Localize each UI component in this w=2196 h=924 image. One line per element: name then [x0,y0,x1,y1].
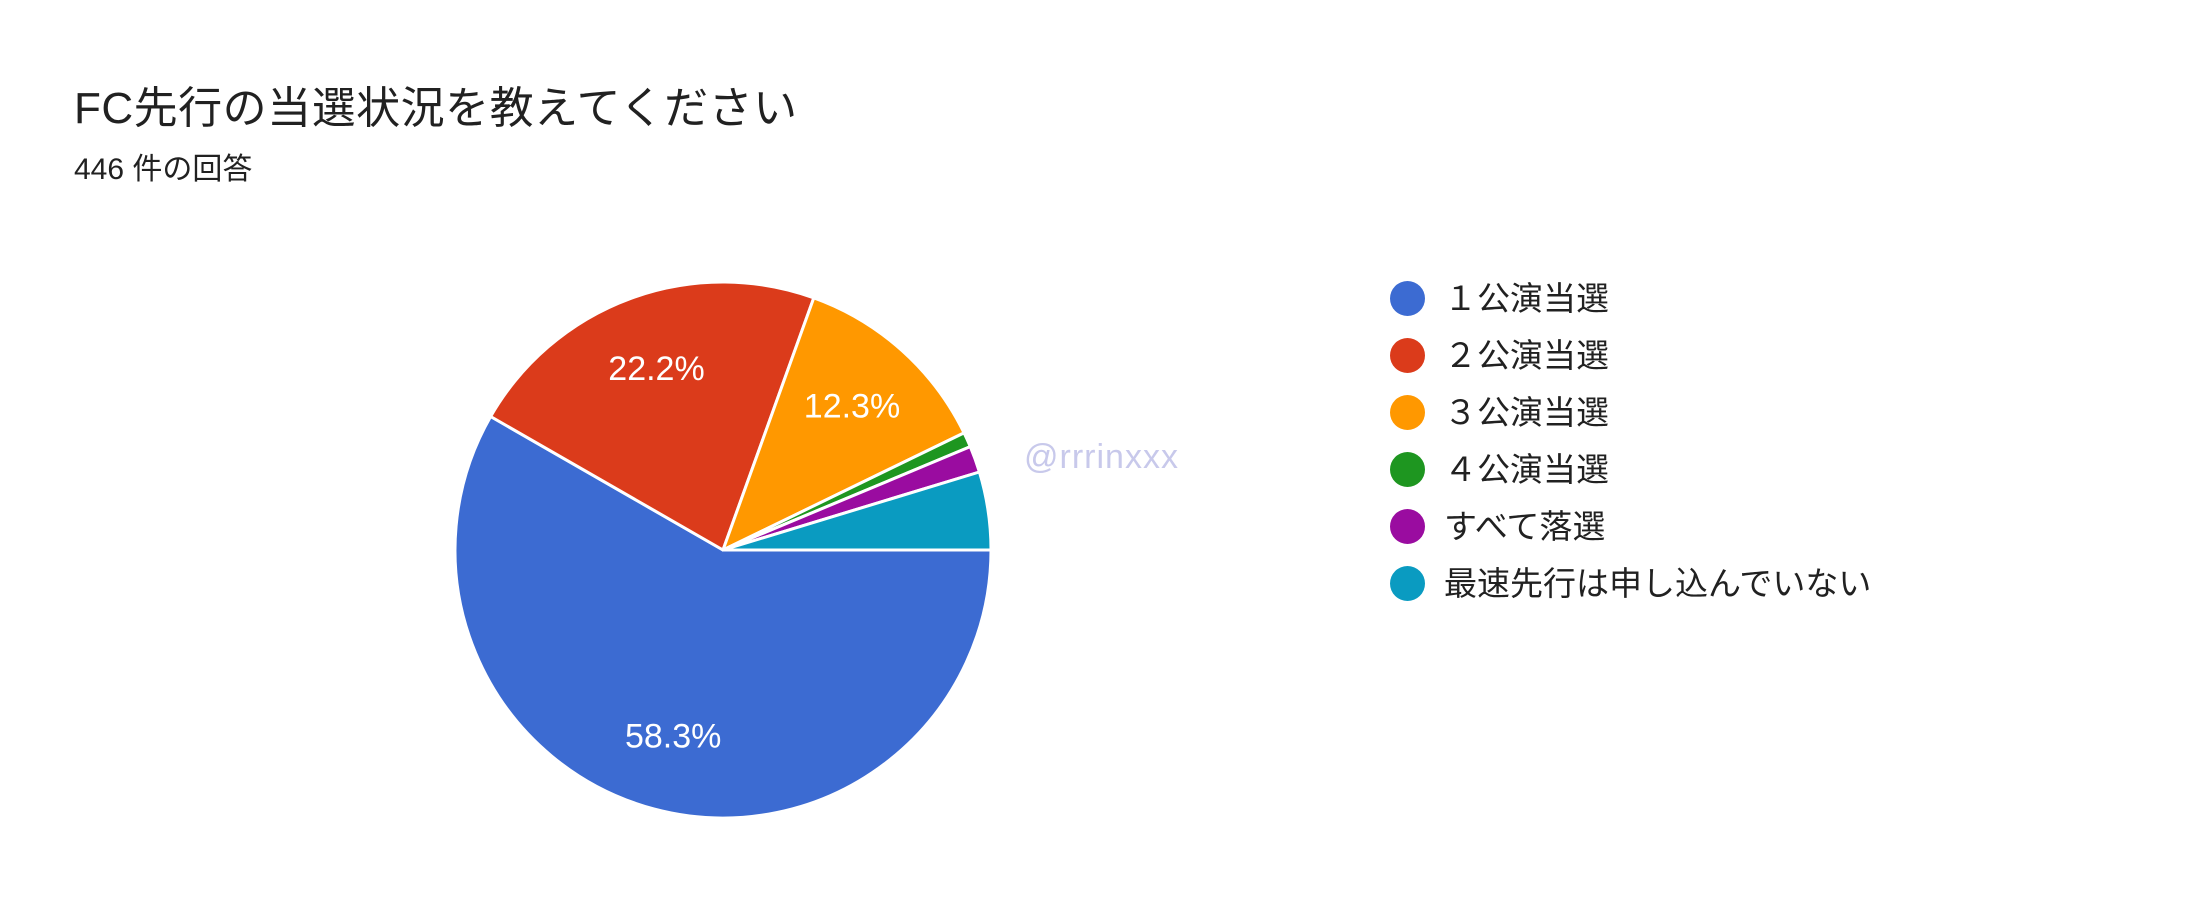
legend-swatch-icon [1390,509,1425,544]
legend-label: ２公演当選 [1444,337,1609,374]
legend-label: ３公演当選 [1444,394,1609,431]
legend-item: すべて落選 [1390,509,1871,544]
legend-swatch-icon [1390,395,1425,430]
pie-slice[interactable] [721,296,966,552]
legend-item: ３公演当選 [1390,395,1871,430]
legend-item: １公演当選 [1390,281,1871,316]
slice-percent-label: 12.3% [804,387,900,425]
legend-item: ２公演当選 [1390,338,1871,373]
slice-percent-label: 22.2% [608,350,704,388]
pie-slice[interactable] [721,470,993,552]
response-count: 446 件の回答 [74,153,253,186]
legend-label: １公演当選 [1444,280,1609,317]
legend-label: 最速先行は申し込んでいない [1444,565,1872,602]
pie-slice[interactable] [453,414,993,820]
legend-label: ４公演当選 [1444,451,1609,488]
legend-swatch-icon [1390,338,1425,373]
legend-item: ４公演当選 [1390,452,1871,487]
question-title: FC先行の当選状況を教えてください [74,84,798,133]
legend: １公演当選 ２公演当選 ３公演当選 ４公演当選 すべて落選 最速先行は申し込んで… [1390,281,1871,601]
legend-swatch-icon [1390,566,1425,601]
legend-swatch-icon [1390,452,1425,487]
slice-percent-label: 58.3% [625,718,721,756]
legend-swatch-icon [1390,281,1425,316]
pie-slice[interactable] [489,280,816,552]
legend-label: すべて落選 [1444,508,1606,545]
watermark-text: @rrrinxxx [1024,438,1179,476]
legend-item: 最速先行は申し込んでいない [1390,566,1871,601]
